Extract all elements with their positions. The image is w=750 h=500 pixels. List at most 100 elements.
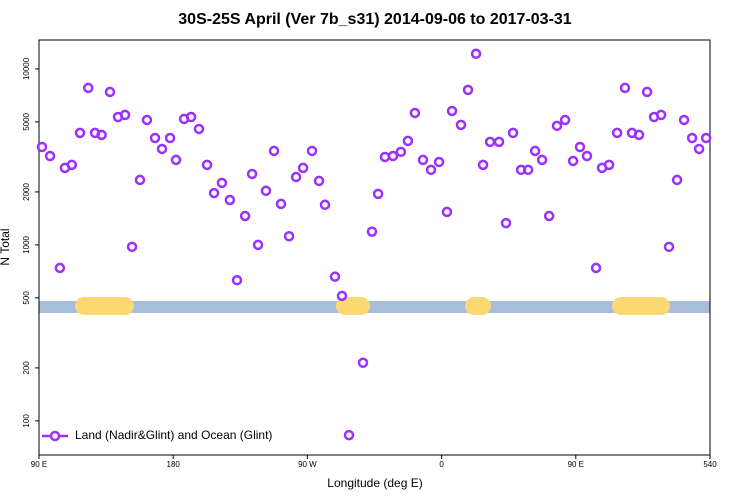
data-point	[119, 109, 131, 121]
data-point	[655, 109, 667, 121]
data-point	[425, 164, 437, 176]
data-point	[357, 357, 369, 368]
y-tick-label: 200	[22, 361, 31, 375]
data-point	[290, 171, 302, 183]
data-point	[446, 105, 458, 117]
chart-title: 30S-25S April (Ver 7b_s31) 2014-09-06 to…	[178, 11, 572, 28]
data-point	[126, 241, 138, 253]
data-point	[260, 185, 272, 197]
data-point	[185, 111, 197, 123]
data-point	[590, 262, 602, 274]
data-point	[54, 262, 66, 274]
data-point	[156, 143, 168, 155]
data-point	[686, 132, 698, 144]
data-point	[470, 48, 482, 59]
data-point	[246, 168, 258, 180]
data-point	[619, 82, 631, 94]
data-point	[306, 145, 318, 157]
data-point	[275, 198, 287, 210]
data-point	[329, 271, 341, 282]
plot-frame	[38, 39, 711, 456]
data-point	[372, 188, 384, 200]
data-point	[611, 127, 623, 139]
data-point	[313, 175, 325, 187]
data-point	[82, 82, 94, 94]
x-tick-label: 90 E	[568, 460, 584, 469]
data-point	[543, 210, 555, 222]
data-point	[409, 107, 421, 119]
data-point	[141, 114, 153, 126]
data-point	[343, 429, 355, 441]
data-point	[493, 136, 505, 148]
x-axis-label: Longitude (deg E)	[327, 476, 422, 490]
legend-marker	[49, 430, 61, 442]
legend-label: Land (Nadir&Glint) and Ocean (Glint)	[75, 428, 272, 442]
data-point	[134, 174, 146, 186]
data-point	[402, 135, 414, 147]
data-point	[484, 136, 496, 148]
data-point	[231, 274, 243, 286]
data-point	[574, 141, 586, 153]
x-tick-label: 180	[167, 460, 181, 469]
data-point	[252, 239, 264, 251]
data-point	[455, 119, 467, 131]
y-axis-label: N Total	[0, 228, 12, 265]
data-point	[170, 154, 182, 166]
x-tick-label: 0	[439, 460, 444, 469]
data-point	[641, 86, 653, 98]
y-tick-label: 10000	[22, 57, 31, 80]
data-point	[268, 145, 280, 157]
data-point	[700, 132, 712, 144]
data-point	[477, 159, 489, 171]
surface-band	[39, 297, 710, 315]
data-point	[379, 151, 391, 163]
x-tick-label: 90 E	[31, 460, 47, 469]
y-tick-label: 2000	[22, 182, 31, 200]
data-point	[417, 154, 429, 166]
data-point	[567, 155, 579, 167]
data-point	[671, 174, 683, 186]
data-point	[387, 150, 399, 162]
data-point	[164, 132, 176, 144]
x-tick-label: 540	[703, 460, 717, 469]
data-point	[319, 199, 331, 211]
data-point	[529, 145, 541, 157]
data-point	[522, 164, 534, 176]
data-point	[239, 210, 251, 222]
data-point	[224, 194, 236, 206]
data-point	[283, 230, 295, 242]
data-point	[66, 159, 78, 171]
data-point	[336, 290, 348, 302]
data-point	[96, 129, 107, 141]
data-point	[603, 159, 615, 171]
data-point	[149, 132, 161, 144]
data-point	[500, 217, 512, 229]
data-point	[551, 120, 563, 132]
data-point	[441, 206, 453, 218]
data-point	[559, 114, 571, 126]
data-point	[366, 226, 378, 237]
data-point	[663, 241, 675, 253]
data-point	[193, 123, 205, 135]
data-point	[36, 141, 48, 153]
y-tick-label: 1000	[22, 235, 31, 253]
data-point	[678, 114, 690, 126]
data-point	[693, 143, 705, 155]
data-point	[297, 162, 309, 174]
data-point	[633, 129, 645, 141]
x-tick-label: 90 W	[298, 460, 317, 469]
data-point	[581, 150, 593, 162]
y-tick-label: 500	[22, 291, 31, 305]
data-point	[395, 146, 407, 158]
data-point	[208, 187, 220, 199]
data-point	[433, 156, 445, 168]
data-point	[104, 86, 116, 98]
y-tick-label: 5000	[22, 112, 31, 130]
data-point	[216, 177, 228, 189]
data-point	[536, 154, 548, 166]
data-point	[507, 127, 519, 139]
data-point	[44, 150, 56, 162]
y-tick-label: 100	[22, 414, 31, 428]
data-point	[74, 127, 86, 139]
